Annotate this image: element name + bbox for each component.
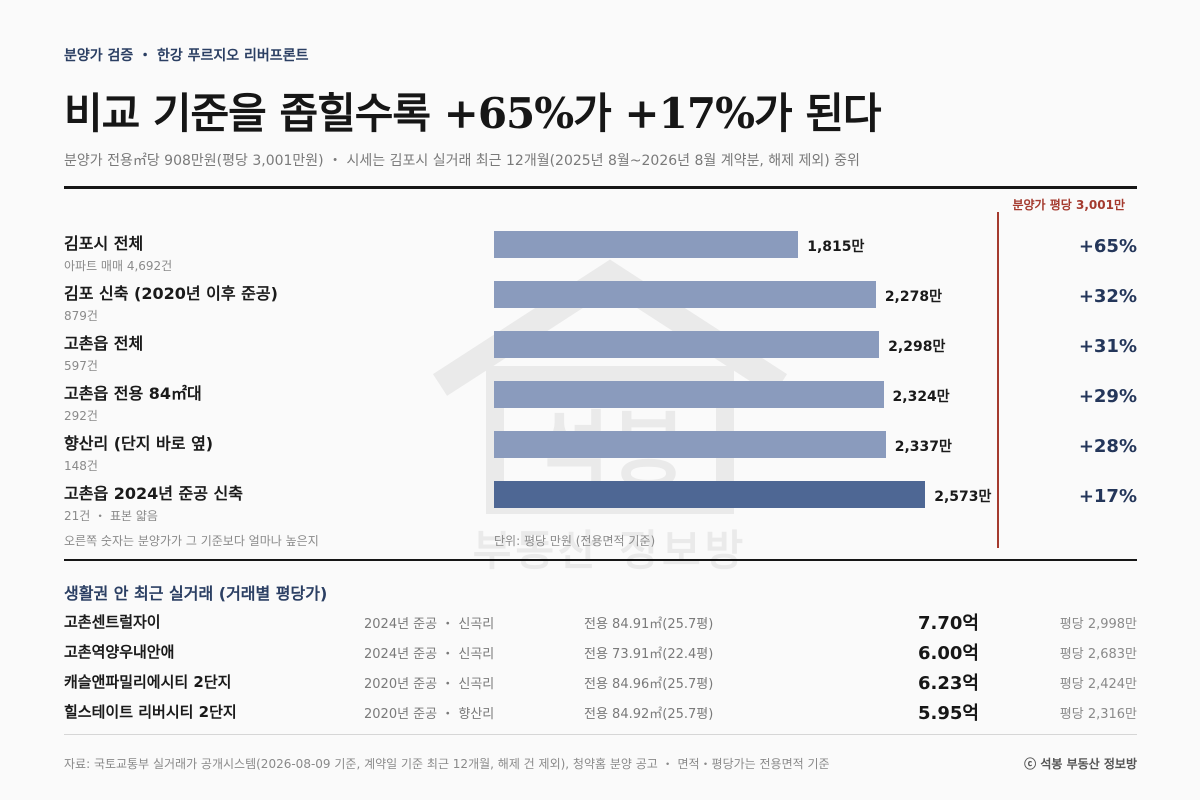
kicker: 분양가 검증 ・ 한강 푸르지오 리버프론트 xyxy=(64,48,309,64)
built-location: 2024년 준공 ・ 신곡리 xyxy=(364,617,495,632)
source-note: 자료: 국토교통부 실거래가 공개시스템(2026-08-09 기준, 계약일 … xyxy=(64,757,830,771)
category-count: 148건 xyxy=(64,459,98,473)
premium-label: +17% xyxy=(1078,486,1137,507)
area-size: 전용 73.91㎡(22.4평) xyxy=(584,647,714,662)
top-divider xyxy=(64,186,1137,189)
price-per-pyeong: 평당 2,998만 xyxy=(1059,617,1137,632)
category-label: 향산리 (단지 바로 옆) xyxy=(64,434,214,453)
complex-name: 고촌센트럴자이 xyxy=(64,613,161,631)
brand-credit: ⓒ 석봉 부동산 정보방 xyxy=(1024,757,1137,771)
area-size: 전용 84.92㎡(25.7평) xyxy=(584,707,714,722)
built-location: 2024년 준공 ・ 신곡리 xyxy=(364,647,495,662)
sale-price: 6.00억 xyxy=(918,643,979,664)
table-row: 캐슬앤파밀리에시티 2단지 2020년 준공 ・ 신곡리 전용 84.96㎡(25.… xyxy=(64,666,1137,696)
category-count: 21건 ・ 표본 얇음 xyxy=(64,509,158,523)
reference-line xyxy=(997,212,999,548)
sale-price: 6.23억 xyxy=(918,673,979,694)
bar-value-label: 1,815만 xyxy=(807,239,865,255)
page-title: 비교 기준을 좁힐수록 +65%가 +17%가 된다 xyxy=(64,89,882,138)
category-label: 고촌읍 2024년 준공 신축 xyxy=(64,484,244,503)
bar xyxy=(494,331,880,358)
bar xyxy=(494,381,884,408)
premium-label: +29% xyxy=(1078,386,1137,407)
category-label: 김포 신축 (2020년 이후 준공) xyxy=(64,284,278,303)
subtitle: 분양가 전용㎡당 908만원(평당 3,001만원) ・ 시세는 김포시 실거래… xyxy=(64,153,860,169)
price-per-pyeong: 평당 2,683만 xyxy=(1059,647,1137,662)
category-count: 아파트 매매 4,692건 xyxy=(64,259,173,273)
complex-name: 캐슬앤파밀리에시티 2단지 xyxy=(64,673,232,691)
bar-value-label: 2,298만 xyxy=(888,339,946,355)
bar-value-label: 2,278만 xyxy=(884,289,942,305)
category-count: 879건 xyxy=(64,309,98,323)
bar-row: 고촌읍 전용 84㎡대 292건 2,324만 +29% xyxy=(64,380,1137,430)
category-count: 597건 xyxy=(64,359,98,373)
table-row: 힐스테이트 리버시티 2단지 2020년 준공 ・ 향산리 전용 84.92㎡(25… xyxy=(64,696,1137,726)
premium-label: +28% xyxy=(1078,436,1137,457)
sale-price: 5.95억 xyxy=(918,703,979,724)
premium-label: +31% xyxy=(1078,336,1137,357)
table-row: 고촌역양우내안애 2024년 준공 ・ 신곡리 전용 73.91㎡(22.4평) 6.… xyxy=(64,636,1137,666)
bar xyxy=(494,231,799,258)
bar-row: 향산리 (단지 바로 옆) 148건 2,337만 +28% xyxy=(64,430,1137,480)
category-count: 292건 xyxy=(64,409,98,423)
transactions-table: 고촌센트럴자이 2024년 준공 ・ 신곡리 전용 84.91㎡(25.7평) 7.7… xyxy=(64,606,1137,726)
transactions-heading: 생활권 안 최근 실거래 (거래별 평당가) xyxy=(64,584,328,603)
premium-label: +32% xyxy=(1078,286,1137,307)
bar-value-label: 2,324만 xyxy=(892,389,950,405)
category-label: 고촌읍 전체 xyxy=(64,334,144,353)
bar-value-label: 2,337만 xyxy=(894,439,952,455)
table-row: 고촌센트럴자이 2024년 준공 ・ 신곡리 전용 84.91㎡(25.7평) 7.7… xyxy=(64,606,1137,636)
built-location: 2020년 준공 ・ 향산리 xyxy=(364,707,495,722)
built-location: 2020년 준공 ・ 신곡리 xyxy=(364,677,495,692)
reference-label: 분양가 평당 3,001만 xyxy=(1012,198,1125,212)
price-per-pyeong: 평당 2,316만 xyxy=(1059,707,1137,722)
bar xyxy=(494,281,876,308)
premium-note: 오른쪽 숫자는 분양가가 그 기준보다 얼마나 높은지 xyxy=(64,534,319,548)
category-label: 김포시 전체 xyxy=(64,234,144,253)
bar xyxy=(494,431,886,458)
area-size: 전용 84.91㎡(25.7평) xyxy=(584,617,714,632)
bar-value-label: 2,573만 xyxy=(934,489,992,505)
mid-divider xyxy=(64,559,1137,561)
complex-name: 힐스테이트 리버시티 2단지 xyxy=(64,703,237,721)
category-label: 고촌읍 전용 84㎡대 xyxy=(64,384,202,403)
price-per-pyeong: 평당 2,424만 xyxy=(1059,677,1137,692)
bar-row: 고촌읍 2024년 준공 신축 21건 ・ 표본 얇음 2,573만 +17% xyxy=(64,480,1137,530)
bar-row: 김포 신축 (2020년 이후 준공) 879건 2,278만 +32% xyxy=(64,280,1137,330)
bar-row: 고촌읍 전체 597건 2,298만 +31% xyxy=(64,330,1137,380)
complex-name: 고촌역양우내안애 xyxy=(64,643,175,661)
sale-price: 7.70억 xyxy=(918,613,979,634)
unit-note: 단위: 평당 만원 (전용면적 기준) xyxy=(494,534,656,548)
premium-label: +65% xyxy=(1078,236,1137,257)
area-size: 전용 84.96㎡(25.7평) xyxy=(584,677,714,692)
bar xyxy=(494,481,926,508)
bottom-divider xyxy=(64,734,1137,735)
